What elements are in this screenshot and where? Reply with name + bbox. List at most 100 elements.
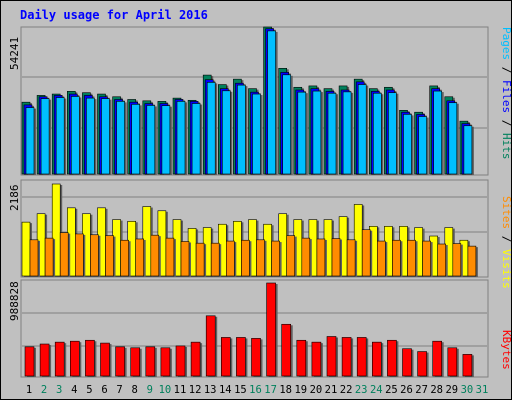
sites-bar-day-17 [271, 240, 280, 277]
kbytes-panel: 988828 [8, 279, 489, 378]
pages-bar-day-27 [418, 116, 427, 175]
pages-bar-day-7 [116, 101, 125, 175]
x-tick-label: 23 [355, 384, 368, 396]
pages-bar-day-24 [372, 92, 382, 175]
kbytes-bar-day-4 [70, 340, 80, 377]
kbytes-bar-day-12 [190, 341, 201, 377]
x-tick-label: 3 [56, 384, 62, 396]
pages-bar-day-9 [146, 105, 156, 175]
x-tick-label: 21 [325, 384, 338, 396]
x-tick-label: 26 [400, 384, 413, 396]
sites-bar-day-27 [422, 240, 431, 277]
legend-separator: / [500, 113, 512, 133]
legend-bottom: KBytes [500, 330, 512, 370]
x-tick-label: 1 [26, 384, 32, 396]
x-tick-label: 18 [279, 384, 292, 396]
kbytes-bar-day-14 [221, 337, 231, 377]
pages-bar-day-16 [252, 93, 261, 175]
svg-text:Pages / Files / Hits: Pages / Files / Hits [500, 27, 512, 160]
x-tick-label: 28 [430, 384, 443, 396]
pages-bar-day-19 [297, 91, 307, 175]
pages-bar-day-2 [40, 98, 50, 175]
kbytes-bar-day-2 [39, 343, 50, 377]
kbytes-bar-day-22 [341, 337, 352, 377]
x-tick-label: 13 [204, 384, 217, 396]
pages-bar-day-11 [176, 101, 186, 175]
legend-separator: / [500, 60, 512, 80]
x-tick-label: 27 [415, 384, 428, 396]
hits-max-label: 54241 [8, 37, 21, 70]
pages-bar-day-12 [191, 103, 201, 175]
kbytes-bar-day-21 [326, 336, 337, 377]
pages-bar-day-4 [71, 96, 80, 175]
visits-bar-day-3 [51, 183, 61, 277]
kbytes-bar-day-6 [100, 342, 110, 377]
pages-bar-day-15 [237, 84, 246, 175]
x-tick-label: 15 [234, 384, 247, 396]
kbytes-max-label: 988828 [8, 281, 21, 321]
sites-bar-day-19 [301, 237, 311, 277]
visits-sites-panel: 2186 [8, 179, 489, 278]
sites-bar-day-16 [256, 239, 265, 277]
sites-bar-day-2 [44, 237, 54, 277]
svg-text:KBytes: KBytes [500, 330, 512, 370]
kbytes-bar-day-19 [296, 339, 307, 377]
sites-bar-day-7 [120, 239, 129, 277]
x-tick-label: 2 [41, 384, 47, 396]
sites-bar-day-6 [105, 235, 114, 277]
x-tick-label: 22 [340, 384, 353, 396]
sites-bar-day-26 [407, 239, 416, 277]
chart-title: Daily usage for April 2016 [20, 8, 208, 22]
kbytes-bar-day-25 [387, 339, 397, 377]
pages-bar-day-18 [282, 74, 292, 175]
sites-bar-day-3 [59, 232, 69, 277]
pages-bar-day-5 [86, 97, 95, 175]
pages-bar-day-17 [267, 30, 276, 175]
legend-hits: Hits [500, 133, 512, 160]
pages-bar-day-20 [312, 90, 322, 175]
legend-files: Files [500, 80, 512, 113]
sites-bar-day-30 [467, 245, 477, 277]
sites-bar-day-28 [437, 243, 447, 277]
x-tick-label: 31 [476, 384, 489, 396]
x-tick-label: 8 [132, 384, 138, 396]
x-tick-label: 19 [294, 384, 307, 396]
kbytes-bar-day-3 [54, 341, 65, 377]
sites-bar-day-11 [180, 241, 190, 277]
x-tick-label: 4 [71, 384, 77, 396]
sites-bar-day-9 [150, 234, 160, 277]
sites-bar-day-8 [135, 238, 144, 277]
sites-bar-day-29 [452, 243, 462, 277]
legend-pages: Pages [500, 27, 512, 60]
hits-files-pages-panel: 54241 [8, 26, 489, 176]
x-tick-label: 24 [370, 384, 383, 396]
sites-bar-day-12 [195, 242, 205, 277]
kbytes-bar-day-8 [130, 347, 140, 377]
x-tick-label: 6 [101, 384, 107, 396]
visits-bar-day-1 [21, 221, 31, 277]
sites-bar-day-22 [346, 239, 356, 277]
pages-bar-day-6 [101, 98, 110, 175]
sites-bar-day-14 [226, 240, 235, 277]
x-tick-label: 17 [264, 384, 277, 396]
x-tick-label: 20 [310, 384, 323, 396]
kbytes-bar-day-30 [462, 354, 473, 377]
pages-bar-day-28 [433, 90, 443, 175]
x-tick-label: 7 [116, 384, 122, 396]
legend-top: Pages / Files / Hits [500, 27, 512, 160]
pages-bar-day-13 [206, 82, 216, 175]
legend-middle: Sites / Visits [500, 196, 512, 289]
pages-bar-day-23 [357, 84, 367, 175]
sites-bar-day-13 [210, 242, 220, 277]
x-tick-label: 16 [249, 384, 262, 396]
kbytes-bar-day-27 [417, 351, 427, 377]
sites-bar-day-23 [361, 229, 371, 277]
pages-bar-day-8 [131, 104, 140, 175]
x-tick-label: 9 [147, 384, 153, 396]
kbytes-bar-day-24 [371, 341, 382, 377]
sites-bar-day-15 [241, 239, 250, 277]
pages-bar-day-29 [448, 102, 458, 175]
x-tick-label: 12 [189, 384, 202, 396]
kbytes-bar-day-18 [281, 323, 292, 377]
